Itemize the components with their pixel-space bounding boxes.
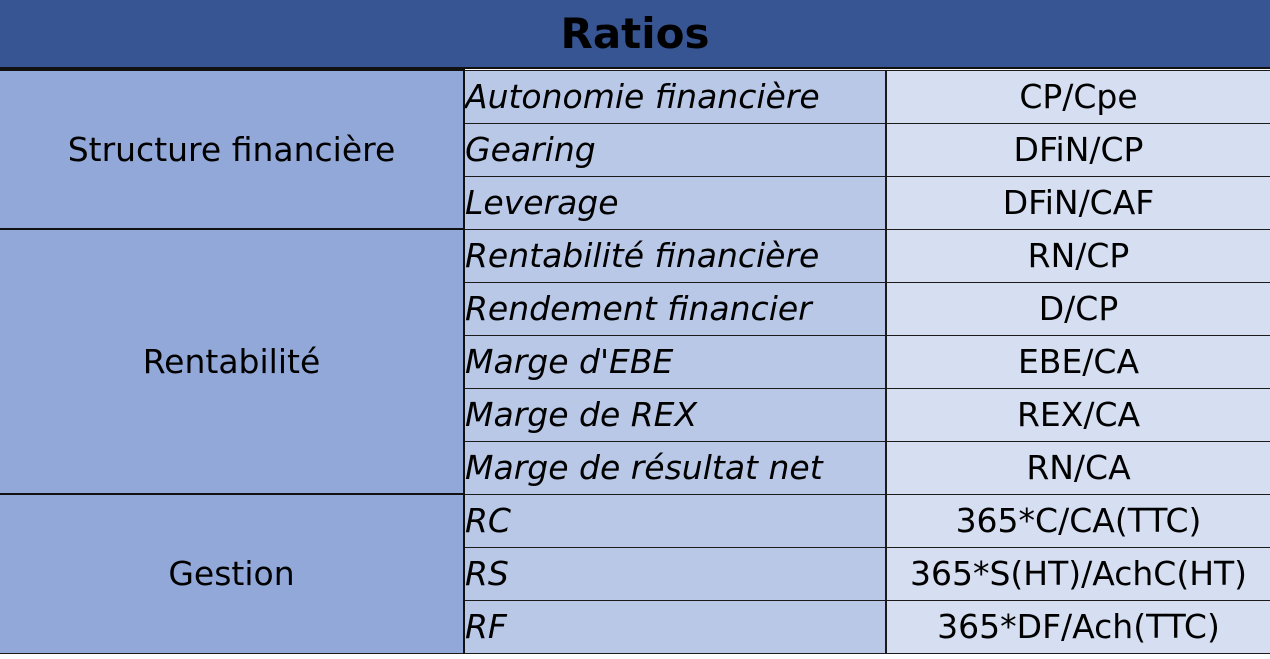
ratio-name-cell: Rendement financier (464, 281, 887, 336)
table-title: Ratios (0, 0, 1270, 69)
table-row: Marge de résultat net RN/CA (0, 440, 1270, 495)
ratio-name-cell: RC (464, 493, 887, 548)
category-cell: Rentabilité (0, 228, 465, 495)
ratios-table: Structure financière Autonomie financièr… (0, 69, 1270, 654)
category-cell: Structure financière (0, 69, 465, 230)
ratio-name-cell: RF (464, 599, 887, 654)
table-row: RS 365*S(HT)/AchC(HT) (0, 546, 1270, 601)
ratio-formula-cell: EBE/CA (886, 334, 1270, 389)
table-row: Leverage DFiN/CAF (0, 175, 1270, 230)
ratio-name-cell: Rentabilité financière (464, 228, 887, 283)
ratio-formula-cell: DFiN/CP (886, 122, 1270, 177)
table-row: Marge d'EBE EBE/CA (0, 334, 1270, 389)
ratio-name-cell: Autonomie financière (464, 69, 887, 124)
ratio-name-cell: Marge de REX (464, 387, 887, 442)
table-row: Marge de REX REX/CA (0, 387, 1270, 442)
ratio-formula-cell: 365*S(HT)/AchC(HT) (886, 546, 1270, 601)
table-row: Rendement financier D/CP (0, 281, 1270, 336)
ratio-name-cell: Marge de résultat net (464, 440, 887, 495)
table-row: Gearing DFiN/CP (0, 122, 1270, 177)
ratio-formula-cell: REX/CA (886, 387, 1270, 442)
ratio-name-cell: Gearing (464, 122, 887, 177)
table-row: Structure financière Autonomie financièr… (0, 69, 1270, 230)
ratio-formula-cell: RN/CA (886, 440, 1270, 495)
ratio-formula-cell: 365*DF/Ach(TTC) (886, 599, 1270, 654)
ratio-name-cell: RS (464, 546, 887, 601)
ratio-formula-cell: 365*C/CA(TTC) (886, 493, 1270, 548)
table-row: Rentabilité Rentabilité financière RN/CP (0, 228, 1270, 495)
ratio-formula-cell: DFiN/CAF (886, 175, 1270, 230)
table-row: Gestion RC 365*C/CA(TTC) (0, 493, 1270, 654)
table-row: RF 365*DF/Ach(TTC) (0, 599, 1270, 654)
category-cell: Gestion (0, 493, 465, 654)
ratio-formula-cell: RN/CP (886, 228, 1270, 283)
ratio-name-cell: Leverage (464, 175, 887, 230)
ratio-formula-cell: CP/Cpe (886, 69, 1270, 124)
ratio-name-cell: Marge d'EBE (464, 334, 887, 389)
ratio-formula-cell: D/CP (886, 281, 1270, 336)
